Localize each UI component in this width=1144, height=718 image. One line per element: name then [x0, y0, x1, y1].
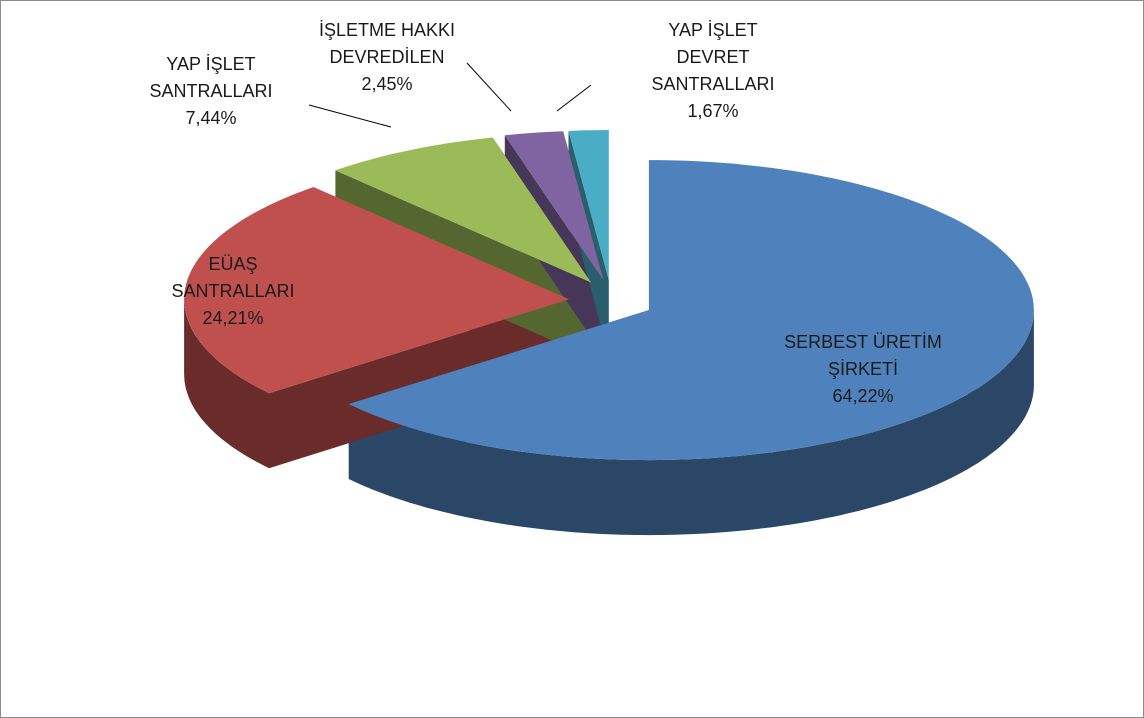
leader-line — [466, 62, 512, 112]
slice-tops — [184, 130, 1034, 461]
value-label: 24,21% — [202, 308, 264, 328]
slice-side — [348, 310, 1034, 536]
slice — [348, 160, 1034, 461]
value-label: 2,45% — [361, 74, 413, 94]
category-label: EÜAŞ SANTRALLARI — [171, 254, 295, 301]
slice-side — [184, 299, 269, 469]
category-label: YAP İŞLET DEVRET SANTRALLARI — [651, 20, 775, 94]
data-label: EÜAŞ SANTRALLARI 24,21% — [113, 251, 353, 332]
leader-line — [308, 104, 392, 128]
data-label: YAP İŞLET DEVRET SANTRALLARI 1,67% — [593, 17, 833, 125]
category-label: SERBEST ÜRETİM ŞİRKETİ — [784, 332, 942, 379]
slice — [504, 131, 604, 281]
data-label: YAP İŞLET SANTRALLARI 7,44% — [91, 51, 331, 132]
category-label: İŞLETME HAKKI DEVREDİLEN — [318, 20, 456, 67]
slice — [335, 137, 592, 283]
category-label: YAP İŞLET SANTRALLARI — [149, 54, 273, 101]
data-label: SERBEST ÜRETİM ŞİRKETİ 64,22% — [743, 329, 983, 410]
data-label: İŞLETME HAKKI DEVREDİLEN 2,45% — [267, 17, 507, 98]
value-label: 7,44% — [185, 108, 237, 128]
value-label: 64,22% — [832, 386, 894, 406]
value-label: 1,67% — [687, 101, 739, 121]
slice — [568, 130, 609, 280]
leader-line — [556, 84, 592, 112]
slice — [184, 187, 570, 394]
